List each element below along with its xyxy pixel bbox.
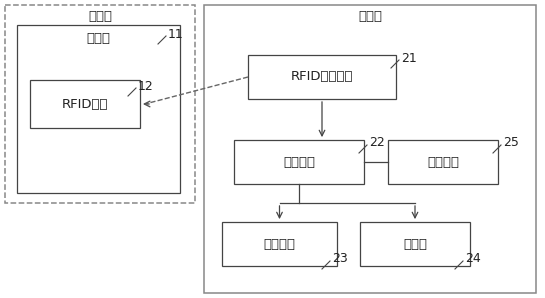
Bar [248,55,396,99]
Text: 24: 24 [465,252,481,266]
Text: 显示屏: 显示屏 [403,238,427,251]
Bar [222,222,337,266]
Text: 21: 21 [401,52,417,64]
Bar [5,5,195,203]
Bar [30,80,140,128]
Text: RFID读写设备: RFID读写设备 [290,71,353,83]
Text: 通讯模块: 通讯模块 [427,156,459,168]
Text: 22: 22 [369,136,385,150]
Text: 处理单元: 处理单元 [283,156,315,168]
Text: RFID芯片: RFID芯片 [62,97,108,111]
Text: 12: 12 [138,80,154,92]
Bar [17,25,180,193]
Text: 11: 11 [168,27,184,41]
Text: 电子秤: 电子秤 [358,10,382,24]
Bar [204,5,536,293]
Text: 存储设备: 存储设备 [263,238,295,251]
Bar [234,140,364,184]
Text: 23: 23 [332,252,348,266]
Text: 25: 25 [503,136,519,150]
Text: 重物块: 重物块 [87,32,111,44]
Bar [388,140,498,184]
Text: 校准块: 校准块 [88,10,112,24]
Bar [360,222,470,266]
